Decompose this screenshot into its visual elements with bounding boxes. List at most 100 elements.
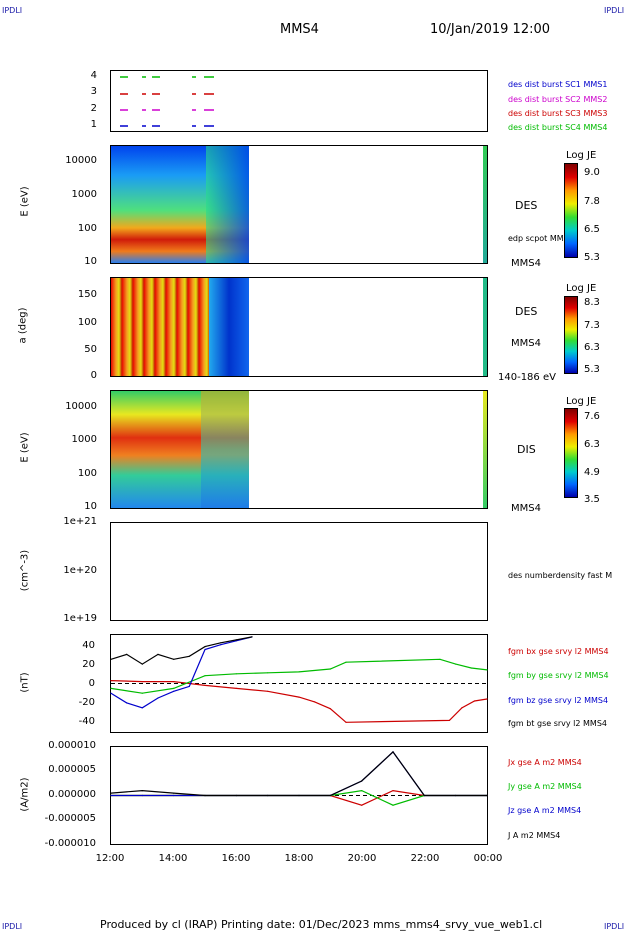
- dis-energy-spacecraft: MMS4: [511, 503, 541, 514]
- field-series-1-point: [141, 681, 143, 683]
- dis-energy-ytick-10: 10: [84, 501, 97, 512]
- dis-energy-cb-title: Log JE: [566, 396, 597, 407]
- current-series-4-point: [267, 794, 269, 797]
- des-pitch-energy-range: 140-186 eV: [498, 372, 556, 383]
- density-ytick-1e19: 1e+19: [63, 613, 97, 624]
- field-series-1-point: [345, 721, 347, 723]
- field-series-4-point: [220, 642, 222, 644]
- des-energy-edge-strip: [483, 146, 487, 263]
- field-series-2-point: [204, 675, 206, 677]
- field-series-2-point: [455, 663, 457, 665]
- des-energy-cb-tick-0: 9.0: [584, 167, 600, 178]
- field-series-1-point: [486, 698, 488, 700]
- current-ytick-4: -0.000010: [44, 838, 96, 849]
- dis-energy-cb-tick-1: 6.3: [584, 439, 600, 450]
- current-ylabel: (A/m2): [19, 777, 31, 812]
- corner-label-left: IPDLI: [2, 6, 23, 15]
- current-series-3-point: [141, 794, 143, 797]
- field-series-3-point: [141, 707, 143, 709]
- current-series-3-point: [173, 794, 175, 797]
- availability-panel: [110, 70, 488, 132]
- field-series-1-point: [235, 687, 237, 690]
- field-series-4-point: [173, 658, 175, 660]
- field-ytick-minus20: -20: [78, 697, 95, 708]
- field-series-4-point: [204, 646, 206, 648]
- field-series-4-point: [235, 639, 237, 641]
- field-panel: [110, 634, 488, 733]
- current-legend-jy: Jy gse A m2 MMS4: [508, 782, 582, 791]
- avail-ytick-1: 1: [90, 119, 97, 130]
- corner-label-bottom-left: IPDLI: [2, 922, 23, 931]
- xtick-2200: 22:00: [410, 853, 440, 864]
- current-series-4-point: [173, 792, 175, 794]
- des-energy-instrument: DES: [515, 199, 538, 212]
- field-series-2-point: [439, 658, 441, 660]
- xtick-1400: 14:00: [158, 853, 188, 864]
- field-series-3-point: [204, 648, 206, 651]
- dis-energy-edge-strip: [483, 391, 487, 508]
- des-energy-overlay-label: edp scpot MMS4: [508, 234, 574, 243]
- current-series-4: [110, 750, 487, 797]
- xtick-1600: 16:00: [221, 853, 251, 864]
- des-energy-cb-tick-2: 6.5: [584, 224, 600, 235]
- field-series-2-point: [267, 672, 269, 674]
- des-energy-ytick-10: 10: [84, 256, 97, 267]
- des-pitch-spacecraft: MMS4: [511, 338, 541, 349]
- des-pitch-cb-tick-2: 6.3: [584, 342, 600, 353]
- des-pitch-cb-tick-3: 5.3: [584, 364, 600, 375]
- des-pitch-cb-title: Log JE: [566, 283, 597, 294]
- current-series-4-point: [361, 780, 363, 782]
- des-energy-ytick-1000: 1000: [71, 189, 97, 200]
- current-ytick-3: -0.000005: [44, 813, 96, 824]
- field-series-1-point: [204, 684, 206, 687]
- current-series-3: [111, 750, 487, 797]
- des-energy-spectrogram-late: [206, 146, 249, 263]
- field-ytick-40: 40: [82, 640, 95, 651]
- field-series-2-point: [470, 667, 472, 669]
- des-pitch-cb-tick-0: 8.3: [584, 297, 600, 308]
- avail-legend-mms4: des dist burst SC4 MMS4: [508, 123, 608, 132]
- field-series-2-point: [173, 687, 175, 690]
- current-series-4-point: [141, 790, 143, 792]
- current-series-2-point: [392, 804, 394, 806]
- field-series-2-point: [329, 668, 331, 670]
- field-series-1-point: [267, 690, 269, 692]
- xtick-2000: 20:00: [347, 853, 377, 864]
- field-series-2-point: [141, 692, 143, 694]
- field-series-3-point: [110, 692, 112, 694]
- field-series-1-point: [448, 719, 450, 722]
- current-series-4-point: [235, 794, 237, 797]
- dis-energy-ytick-100: 100: [77, 468, 97, 479]
- field-ytick-minus40: -40: [78, 716, 95, 727]
- des-energy-cb-tick-3: 5.3: [584, 252, 600, 263]
- des-energy-ytick-100: 100: [77, 223, 97, 234]
- density-panel: [110, 522, 488, 621]
- des-energy-spacecraft: MMS4: [511, 258, 541, 269]
- dis-energy-cb-tick-2: 4.9: [584, 467, 600, 478]
- field-legend-bt: fgm bt gse srvy l2 MMS4: [508, 719, 607, 728]
- field-series-2-point: [110, 687, 112, 690]
- current-series-4-point: [392, 751, 394, 753]
- field-series-3-point: [157, 697, 159, 699]
- current-series-4-point: [423, 794, 425, 797]
- current-ytick-2: 0.000000: [48, 789, 96, 800]
- dis-energy-cb-tick-3: 3.5: [584, 494, 600, 505]
- field-series-4-point: [157, 653, 159, 656]
- density-legend: des numberdensity fast M: [508, 571, 613, 580]
- current-legend-j: J A m2 MMS4: [508, 831, 561, 840]
- des-energy-ytick-10000: 10000: [65, 155, 97, 166]
- current-legend-jx: Jx gse A m2 MMS4: [508, 758, 582, 767]
- avail-ytick-2: 2: [90, 103, 97, 114]
- des-pitch-cb-tick-1: 7.3: [584, 320, 600, 331]
- current-series-4-point: [329, 794, 331, 797]
- current-series-4-point: [110, 792, 112, 794]
- dis-energy-ytick-1000: 1000: [71, 434, 97, 445]
- avail-legend-mms1: des dist burst SC1 MMS1: [508, 80, 608, 89]
- des-energy-colorbar: [564, 163, 578, 258]
- field-series-1-point: [298, 696, 300, 698]
- des-pitch-colorbar: [564, 296, 578, 374]
- corner-label-right: IPDLI: [604, 6, 625, 15]
- field-series-4-point: [251, 636, 253, 638]
